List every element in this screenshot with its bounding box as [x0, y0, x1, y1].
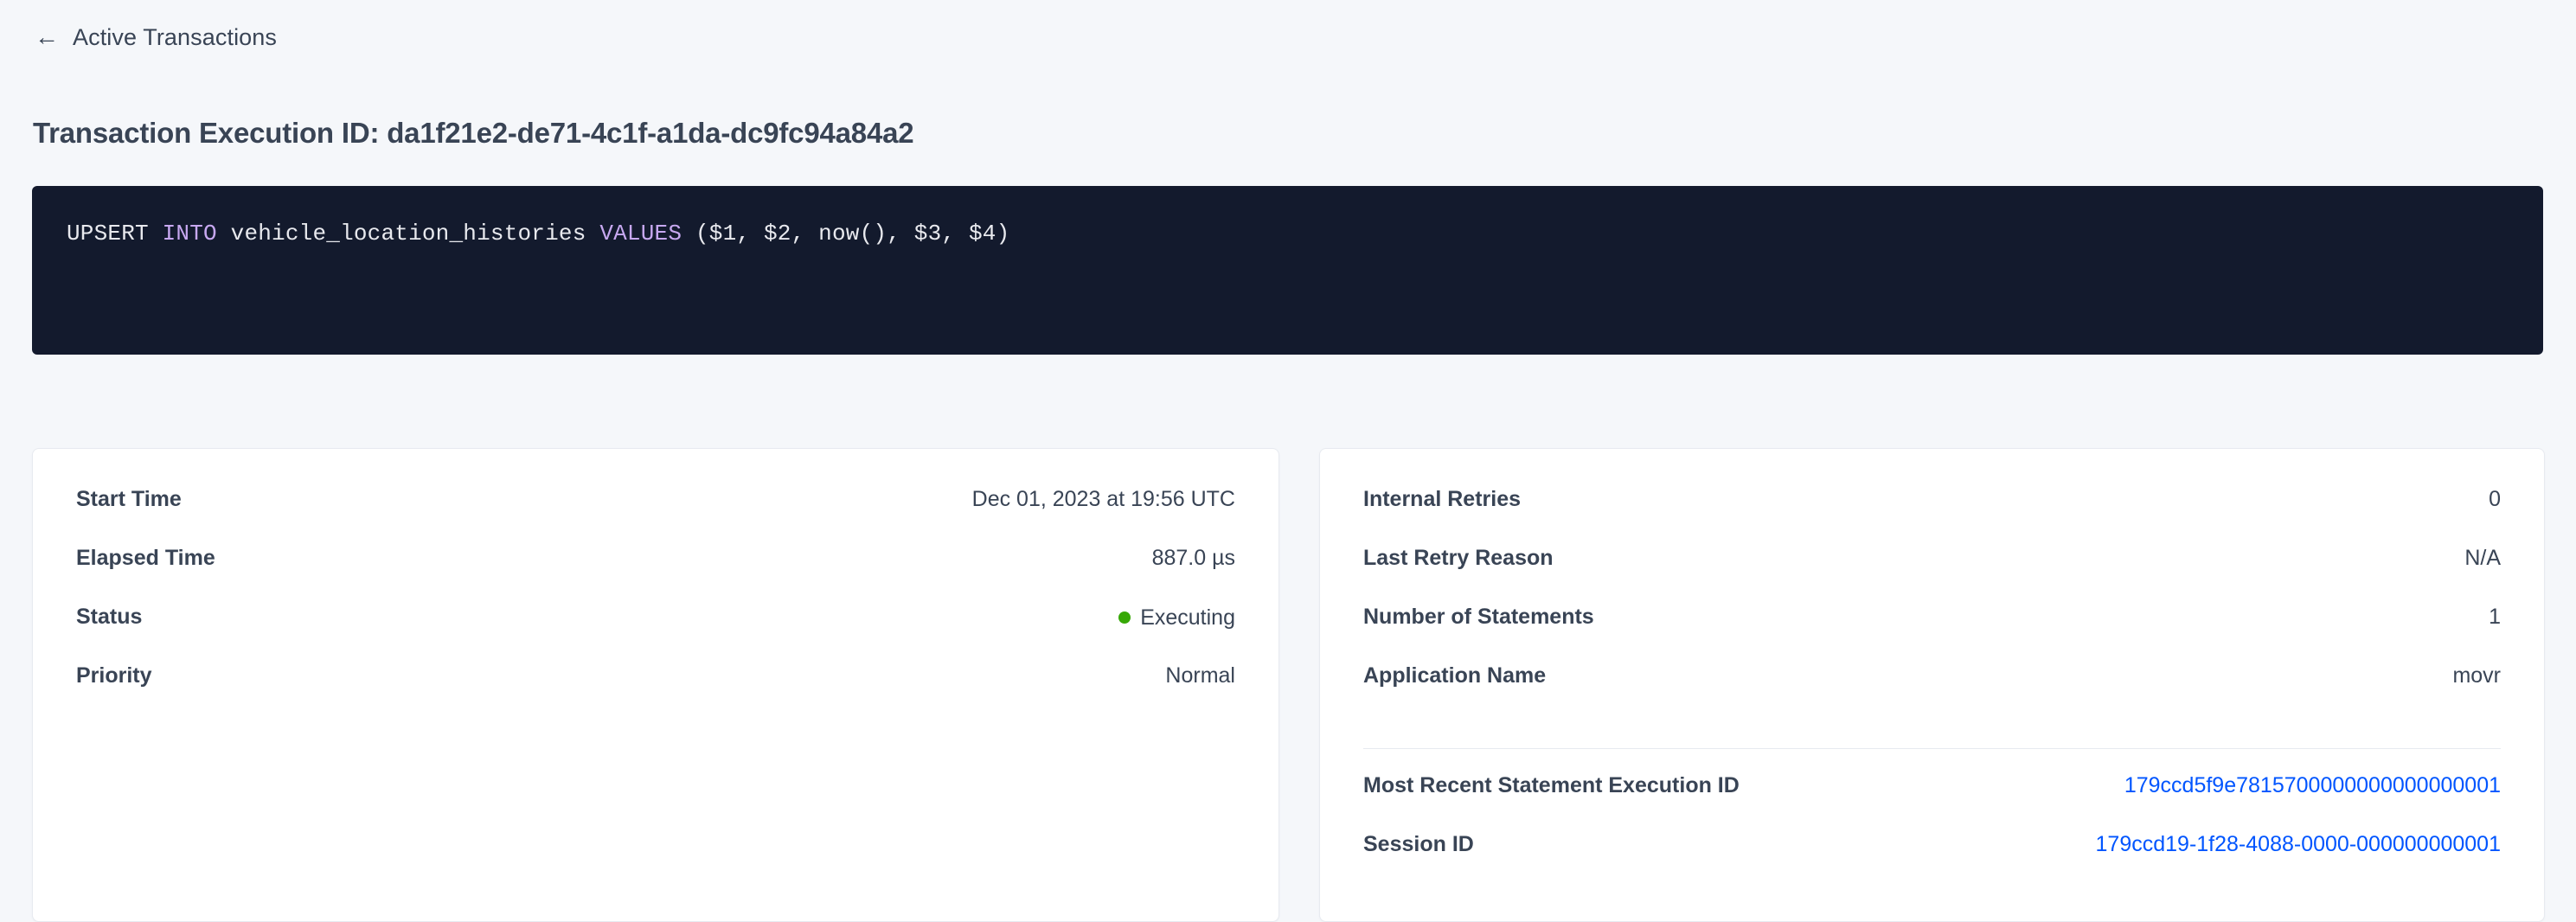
detail-label-internal-retries: Internal Retries [1363, 487, 1522, 511]
detail-label-number-of-statements: Number of Statements [1363, 605, 1594, 629]
page-title: Transaction Execution ID: da1f21e2-de71-… [33, 117, 914, 149]
detail-row-internal-retries: Internal Retries 0 [1363, 487, 2501, 546]
sql-segment-4: ($1, $2, now(), $3, $4) [682, 221, 1010, 247]
detail-row-most-recent-statement-execution-id: Most Recent Statement Execution ID 179cc… [1363, 773, 2501, 832]
detail-label-start-time: Start Time [76, 487, 182, 511]
detail-label-elapsed-time: Elapsed Time [76, 546, 215, 570]
session-id-link[interactable]: 179ccd19-1f28-4088-0000-000000000001 [2095, 832, 2501, 856]
status-dot-icon [1118, 611, 1131, 624]
sql-statement-line: UPSERT INTO vehicle_location_histories V… [67, 219, 2509, 248]
back-to-active-transactions-link[interactable]: ← Active Transactions [35, 24, 277, 51]
detail-label-last-retry-reason: Last Retry Reason [1363, 546, 1554, 570]
sql-segment-2: vehicle_location_histories [216, 221, 600, 247]
detail-row-last-retry-reason: Last Retry Reason N/A [1363, 546, 2501, 605]
detail-label-status: Status [76, 605, 143, 629]
transaction-stats-card: Internal Retries 0 Last Retry Reason N/A… [1319, 448, 2545, 922]
detail-label-session-id: Session ID [1363, 832, 1474, 856]
detail-value-elapsed-time: 887.0 µs [1151, 546, 1235, 570]
status-badge: Executing [1118, 605, 1235, 631]
sql-segment-3: VALUES [599, 221, 682, 247]
arrow-left-icon: ← [35, 22, 59, 50]
detail-label-most-recent-statement-execution-id: Most Recent Statement Execution ID [1363, 773, 1740, 797]
detail-value-last-retry-reason: N/A [2464, 546, 2501, 570]
detail-value-priority: Normal [1165, 663, 1235, 688]
back-link-label: Active Transactions [73, 24, 278, 50]
detail-value-status: Executing [1140, 605, 1235, 630]
transaction-overview-card: Start Time Dec 01, 2023 at 19:56 UTC Ela… [32, 448, 1279, 922]
sql-segment-1: INTO [162, 221, 217, 247]
detail-row-status: Status Executing [76, 605, 1235, 663]
sql-statement-code-block: UPSERT INTO vehicle_location_histories V… [32, 186, 2543, 355]
card-divider [1363, 748, 2501, 749]
detail-label-application-name: Application Name [1363, 663, 1547, 688]
detail-value-start-time: Dec 01, 2023 at 19:56 UTC [971, 487, 1235, 511]
sql-segment-0: UPSERT [67, 221, 163, 247]
detail-row-session-id: Session ID 179ccd19-1f28-4088-0000-00000… [1363, 832, 2501, 891]
detail-value-internal-retries: 0 [2489, 487, 2501, 511]
statement-execution-id-link[interactable]: 179ccd5f9e7815700000000000000001 [2124, 773, 2501, 797]
detail-row-priority: Priority Normal [76, 663, 1235, 722]
detail-label-priority: Priority [76, 663, 152, 688]
detail-row-application-name: Application Name movr [1363, 663, 2501, 722]
detail-row-elapsed-time: Elapsed Time 887.0 µs [76, 546, 1235, 605]
detail-row-start-time: Start Time Dec 01, 2023 at 19:56 UTC [76, 487, 1235, 546]
detail-value-number-of-statements: 1 [2489, 605, 2501, 629]
detail-row-number-of-statements: Number of Statements 1 [1363, 605, 2501, 663]
detail-cards-row: Start Time Dec 01, 2023 at 19:56 UTC Ela… [32, 448, 2545, 922]
detail-value-application-name: movr [2452, 663, 2501, 688]
